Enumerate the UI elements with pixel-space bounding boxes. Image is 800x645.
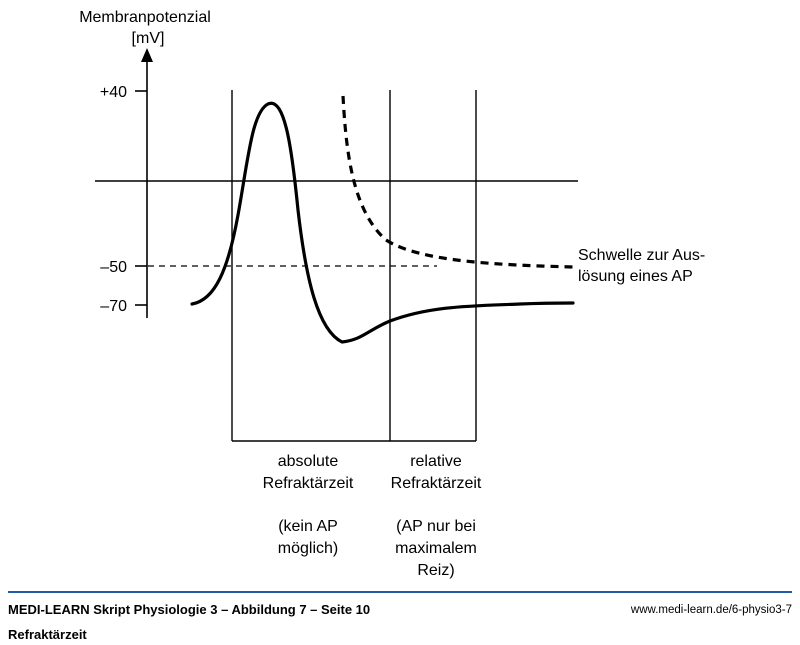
- footer-divider: [8, 591, 792, 593]
- y-axis-label-line2: [mV]: [132, 30, 165, 47]
- absolute-note-line2: möglich): [278, 540, 338, 557]
- relative-label-line1: relative: [410, 453, 462, 470]
- y-axis-arrow: [141, 48, 153, 62]
- footer-subtitle: Refraktärzeit: [8, 627, 87, 642]
- tick-label-plus40: +40: [100, 84, 127, 101]
- threshold-label-line1: Schwelle zur Aus-: [578, 247, 705, 264]
- relative-note-line1: (AP nur bei: [396, 518, 476, 535]
- relative-note-line3: Reiz): [417, 562, 454, 579]
- threshold-label-line2: lösung eines AP: [578, 268, 693, 285]
- absolute-label-line1: absolute: [278, 453, 339, 470]
- tick-label-minus70: –70: [100, 298, 127, 315]
- tick-label-minus50: –50: [100, 259, 127, 276]
- footer-url: www.medi-learn.de/6-physio3-7: [630, 604, 792, 616]
- relative-note-line2: maximalem: [395, 540, 477, 557]
- absolute-note-line1: (kein AP: [278, 518, 338, 535]
- action-potential-curve: [190, 101, 575, 344]
- y-axis-label-line1: Membranpotenzial: [79, 9, 211, 26]
- relative-label-line2: Refraktärzeit: [391, 475, 482, 492]
- refractory-period-diagram: +40 –50 –70 Membranpotenzial [mV] Schwel…: [79, 9, 705, 579]
- absolute-label-line2: Refraktärzeit: [263, 475, 354, 492]
- footer-title: MEDI-LEARN Skript Physiologie 3 – Abbild…: [8, 602, 371, 617]
